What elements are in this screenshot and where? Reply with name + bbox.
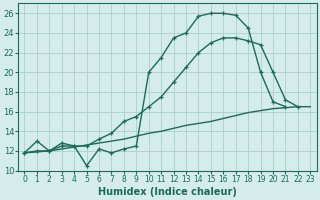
X-axis label: Humidex (Indice chaleur): Humidex (Indice chaleur) xyxy=(98,187,237,197)
